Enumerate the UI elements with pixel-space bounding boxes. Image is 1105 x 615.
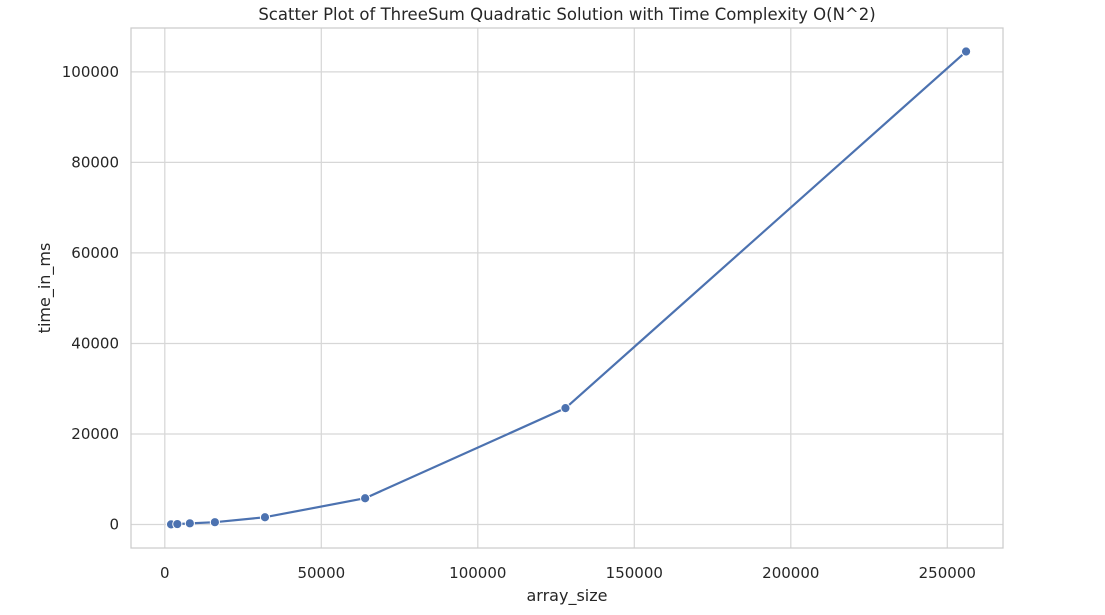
y-tick-label: 40000 [71, 334, 119, 352]
y-tick-label: 20000 [71, 425, 119, 443]
series-line [169, 50, 968, 526]
y-tick-label: 80000 [71, 153, 119, 171]
data-point [560, 403, 571, 414]
x-tick-label: 150000 [606, 564, 663, 582]
data-point [209, 517, 220, 528]
grid-lines [131, 28, 1003, 548]
data-point [360, 493, 371, 504]
x-tick-label: 50000 [297, 564, 345, 582]
plot-area-frame [130, 27, 1004, 549]
y-tick-label: 100000 [62, 63, 119, 81]
data-point [184, 518, 195, 529]
y-axis-label: time_in_ms [35, 243, 55, 334]
x-tick-label: 0 [160, 564, 170, 582]
data-point [172, 518, 183, 530]
tick-labels: 0 50000 100000 150000 200000 250000 0 20000 4000… [62, 63, 976, 582]
series-layer [165, 46, 972, 530]
x-tick-label: 250000 [919, 564, 976, 582]
x-tick-label: 200000 [762, 564, 819, 582]
x-axis-label: array_size [527, 586, 608, 606]
chart-title: Scatter Plot of ThreeSum Quadratic Solut… [258, 5, 875, 24]
y-tick-label: 60000 [71, 244, 119, 262]
data-point [960, 46, 972, 57]
y-tick-label: 0 [109, 515, 119, 533]
x-tick-label: 100000 [449, 564, 506, 582]
data-point [259, 512, 271, 523]
